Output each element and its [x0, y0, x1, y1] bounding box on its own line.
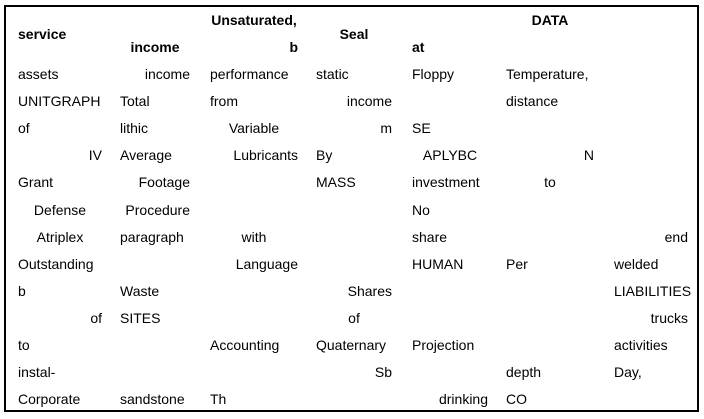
- table-cell: Accounting: [210, 337, 280, 353]
- table-cell: paragraph: [120, 228, 184, 245]
- table-cell: Language: [235, 255, 298, 272]
- table-cell: welded: [614, 255, 659, 272]
- table-cell: distance: [506, 93, 559, 110]
- table-cell: Average: [120, 147, 172, 164]
- table-frame: [4, 5, 699, 412]
- table-cell: MASS: [316, 174, 356, 191]
- table-cell: Projection: [412, 337, 475, 353]
- table-cell: assets: [18, 66, 59, 82]
- header-cell: service: [18, 25, 67, 42]
- table-cell: Corporate: [18, 391, 81, 408]
- table-cell: depth: [506, 364, 542, 381]
- table-cell: Day,: [614, 364, 642, 381]
- table-cell: instal-: [18, 364, 56, 381]
- table-cell: By: [316, 147, 333, 164]
- table-cell: b: [18, 282, 26, 299]
- table-cell: Defense: [33, 201, 87, 218]
- table-cell: SE: [412, 120, 431, 137]
- table-cell: lithic: [120, 120, 149, 137]
- header-cell: Seal: [339, 25, 369, 42]
- table-cell: to: [544, 174, 556, 191]
- table-cell: m: [380, 120, 392, 137]
- table-cell: Total: [120, 93, 150, 110]
- table-cell: from: [210, 93, 238, 110]
- table-cell: Procedure: [125, 201, 190, 218]
- table-cell: Waste: [120, 282, 160, 299]
- table-cell: APLYBC: [422, 147, 478, 164]
- header-cell: b: [289, 39, 298, 55]
- table-cell: drinking: [438, 391, 488, 408]
- table-cell: Floppy: [412, 66, 455, 82]
- table-cell: investment: [412, 174, 480, 191]
- table-cell: Grant: [18, 174, 54, 191]
- table-cell: income: [346, 93, 392, 110]
- table-cell: CO: [506, 391, 527, 408]
- table-cell: UNITGRAPH: [18, 93, 101, 110]
- table-cell: Shares: [347, 282, 392, 299]
- table-cell: income: [144, 66, 190, 82]
- table-cell: Lubricants: [233, 147, 298, 164]
- table-cell: performance: [210, 66, 289, 82]
- table-cell: Th: [210, 391, 227, 408]
- table-cell: sandstone: [120, 391, 185, 408]
- header-cell: at: [412, 39, 425, 55]
- table-cell: share: [412, 228, 448, 245]
- table-cell: trucks: [650, 309, 688, 326]
- table-cell: IV: [88, 147, 102, 164]
- table-cell: Temperature,: [506, 66, 589, 82]
- table-cell: HUMAN: [412, 255, 464, 272]
- table-cell: of: [18, 120, 30, 137]
- table-cell: Quaternary: [316, 337, 387, 353]
- table-cell: with: [241, 228, 267, 245]
- table-cell: activities: [614, 337, 668, 353]
- table-cell: SITES: [120, 309, 161, 326]
- table-cell: No: [412, 201, 430, 218]
- table-cell: Footage: [138, 174, 190, 191]
- table-cell: Variable: [228, 120, 280, 137]
- table-cell: of: [348, 309, 360, 326]
- table-cell: static: [316, 66, 349, 82]
- table-cell: N: [583, 147, 594, 164]
- table-cell: Atriplex: [36, 228, 84, 245]
- table-cell: end: [664, 228, 688, 245]
- table-cell: of: [90, 309, 102, 326]
- table-cell: Per: [506, 255, 528, 272]
- table-cell: Sb: [374, 364, 392, 381]
- header-cell: DATA: [531, 12, 569, 28]
- header-cell: Unsaturated,: [211, 12, 297, 28]
- table-cell: LIABILITIES: [614, 282, 692, 299]
- table-cell: Outstanding: [18, 255, 94, 272]
- table-cell: to: [18, 337, 30, 353]
- header-cell: income: [130, 39, 180, 55]
